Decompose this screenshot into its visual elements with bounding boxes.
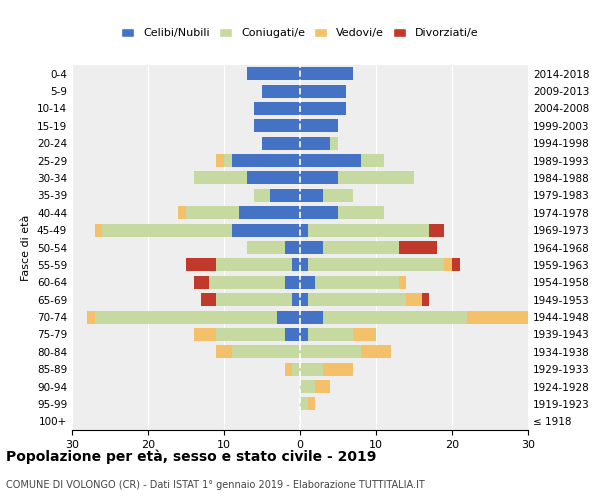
Bar <box>247 67 300 80</box>
Bar <box>285 241 300 254</box>
Bar <box>95 310 277 324</box>
Bar <box>361 154 383 167</box>
Bar <box>247 172 300 184</box>
Bar <box>452 258 460 272</box>
Bar <box>292 362 300 376</box>
Bar <box>323 310 467 324</box>
Bar <box>194 276 209 289</box>
Bar <box>429 224 445 236</box>
Bar <box>217 258 292 272</box>
Bar <box>308 224 429 236</box>
Bar <box>300 293 308 306</box>
Bar <box>300 328 308 341</box>
Bar <box>467 310 536 324</box>
Bar <box>300 189 323 202</box>
Bar <box>217 328 285 341</box>
Bar <box>262 84 300 98</box>
Bar <box>300 172 338 184</box>
Bar <box>178 206 186 220</box>
Bar <box>399 276 406 289</box>
Bar <box>300 276 315 289</box>
Bar <box>209 276 285 289</box>
Bar <box>254 189 269 202</box>
Bar <box>300 206 338 220</box>
Bar <box>201 293 217 306</box>
Bar <box>300 362 323 376</box>
Bar <box>239 206 300 220</box>
Bar <box>194 328 217 341</box>
Bar <box>300 241 323 254</box>
Bar <box>422 293 429 306</box>
Bar <box>323 241 399 254</box>
Bar <box>308 258 445 272</box>
Bar <box>194 172 247 184</box>
Bar <box>300 154 361 167</box>
Bar <box>300 380 315 393</box>
Bar <box>285 328 300 341</box>
Bar <box>285 362 292 376</box>
Bar <box>300 136 331 149</box>
Bar <box>399 241 437 254</box>
Bar <box>338 172 414 184</box>
Bar <box>315 380 331 393</box>
Bar <box>300 102 346 115</box>
Bar <box>186 206 239 220</box>
Bar <box>224 154 232 167</box>
Bar <box>361 346 391 358</box>
Bar <box>445 258 452 272</box>
Bar <box>87 310 95 324</box>
Bar <box>331 136 338 149</box>
Bar <box>186 258 217 272</box>
Bar <box>254 120 300 132</box>
Bar <box>323 362 353 376</box>
Bar <box>338 206 383 220</box>
Bar <box>217 346 232 358</box>
Bar <box>254 102 300 115</box>
Bar <box>300 84 346 98</box>
Bar <box>232 346 300 358</box>
Bar <box>300 346 361 358</box>
Bar <box>277 310 300 324</box>
Bar <box>406 293 422 306</box>
Y-axis label: Fasce di età: Fasce di età <box>22 214 31 280</box>
Bar <box>217 154 224 167</box>
Bar <box>232 154 300 167</box>
Bar <box>247 241 285 254</box>
Bar <box>308 293 406 306</box>
Bar <box>323 189 353 202</box>
Bar <box>300 258 308 272</box>
Bar <box>292 258 300 272</box>
Bar <box>315 276 399 289</box>
Bar <box>308 328 353 341</box>
Bar <box>292 293 300 306</box>
Bar <box>95 224 103 236</box>
Bar <box>308 398 315 410</box>
Bar <box>103 224 232 236</box>
Bar <box>300 120 338 132</box>
Bar <box>269 189 300 202</box>
Bar <box>217 293 292 306</box>
Text: Popolazione per età, sesso e stato civile - 2019: Popolazione per età, sesso e stato civil… <box>6 450 376 464</box>
Bar <box>300 398 308 410</box>
Bar <box>300 67 353 80</box>
Bar <box>300 224 308 236</box>
Bar <box>232 224 300 236</box>
Bar <box>285 276 300 289</box>
Bar <box>262 136 300 149</box>
Bar <box>300 310 323 324</box>
Legend: Celibi/Nubili, Coniugati/e, Vedovi/e, Divorziati/e: Celibi/Nubili, Coniugati/e, Vedovi/e, Di… <box>117 23 483 43</box>
Text: COMUNE DI VOLONGO (CR) - Dati ISTAT 1° gennaio 2019 - Elaborazione TUTTITALIA.IT: COMUNE DI VOLONGO (CR) - Dati ISTAT 1° g… <box>6 480 425 490</box>
Bar <box>353 328 376 341</box>
